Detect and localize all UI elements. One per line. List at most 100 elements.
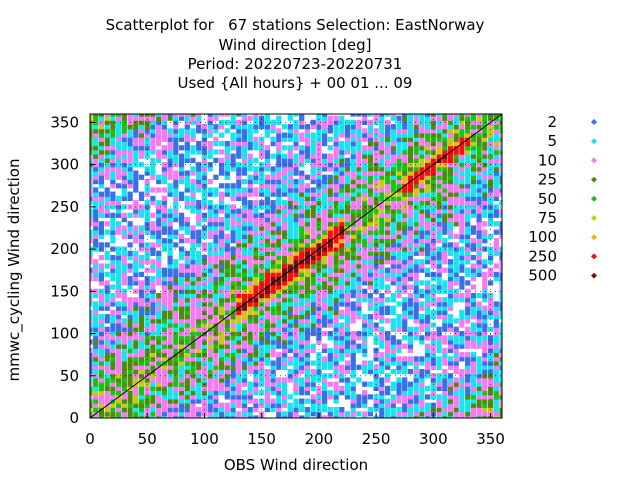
- density-cell: [127, 339, 133, 345]
- density-cell: [344, 145, 351, 151]
- density-cell: [90, 377, 93, 383]
- density-cell: [161, 132, 167, 138]
- density-cell: [470, 179, 476, 185]
- density-cell: [322, 263, 328, 269]
- density-cell: [390, 309, 396, 315]
- density-cell: [447, 297, 454, 303]
- density-cell: [196, 293, 202, 299]
- density-cell: [373, 288, 379, 294]
- density-cell: [436, 263, 442, 269]
- density-cell: [110, 115, 116, 121]
- density-cell: [390, 385, 396, 391]
- density-cell: [287, 356, 293, 362]
- density-cell: [442, 217, 448, 223]
- density-cell: [402, 390, 408, 396]
- density-cell: [465, 233, 471, 239]
- density-cell: [470, 191, 476, 197]
- density-cell: [156, 238, 162, 244]
- density-cell: [236, 246, 242, 252]
- density-cell: [356, 212, 362, 218]
- density-cell: [453, 369, 459, 375]
- density-cell: [259, 356, 265, 362]
- density-cell: [407, 153, 413, 159]
- density-cell: [453, 166, 459, 172]
- density-cell: [184, 200, 190, 206]
- density-cell: [138, 398, 145, 404]
- density-cell: [442, 360, 448, 366]
- density-cell: [327, 322, 333, 328]
- density-cell: [207, 360, 213, 366]
- density-cell: [241, 309, 248, 315]
- density-cell: [161, 246, 167, 252]
- density-cell: [207, 343, 213, 349]
- density-cell: [385, 233, 391, 239]
- density-cell: [482, 166, 488, 172]
- density-cell: [190, 356, 196, 362]
- density-cell: [385, 318, 391, 324]
- density-cell: [310, 331, 316, 337]
- density-cell: [344, 136, 351, 142]
- density-cell: [190, 369, 196, 375]
- density-cell: [150, 284, 156, 290]
- density-cell: [241, 179, 248, 185]
- density-cell: [367, 229, 373, 235]
- density-cell: [459, 187, 465, 193]
- density-cell: [425, 183, 431, 189]
- density-cell: [241, 229, 248, 235]
- density-cell: [184, 364, 190, 370]
- density-cell: [150, 187, 156, 193]
- density-cell: [138, 402, 145, 408]
- density-cell: [230, 288, 236, 294]
- density-cell: [190, 364, 196, 370]
- density-cell: [116, 356, 122, 362]
- density-cell: [196, 208, 202, 214]
- density-cell: [367, 305, 373, 311]
- density-cell: [379, 191, 385, 197]
- density-cell: [385, 149, 391, 155]
- density-cell: [493, 179, 499, 185]
- density-cell: [407, 221, 413, 227]
- density-cell: [276, 288, 282, 294]
- density-cell: [184, 415, 190, 418]
- density-cell: [430, 390, 436, 396]
- density-cell: [488, 305, 494, 311]
- density-cell: [133, 250, 139, 256]
- density-cell: [367, 394, 373, 400]
- density-cell: [219, 263, 225, 269]
- density-cell: [396, 271, 402, 277]
- density-cell: [356, 225, 362, 231]
- density-cell: [241, 170, 248, 176]
- density-cell: [90, 385, 93, 391]
- density-cell: [488, 314, 494, 320]
- density-cell: [413, 187, 419, 193]
- density-cell: [402, 360, 408, 366]
- density-cell: [362, 221, 368, 227]
- density-cell: [447, 343, 454, 349]
- density-cell: [447, 233, 454, 239]
- density-cell: [138, 271, 145, 277]
- density-cell: [413, 369, 419, 375]
- density-cell: [241, 157, 248, 163]
- density-cell: [121, 364, 127, 370]
- density-cell: [447, 225, 454, 231]
- density-cell: [110, 276, 116, 282]
- density-cell: [322, 200, 328, 206]
- density-cell: [407, 293, 413, 299]
- density-cell: [287, 339, 293, 345]
- density-cell: [344, 267, 351, 273]
- density-cell: [179, 280, 185, 286]
- density-cell: [327, 297, 333, 303]
- density-cell: [465, 149, 471, 155]
- density-cell: [493, 398, 499, 404]
- density-cell: [93, 402, 99, 408]
- density-cell: [425, 352, 431, 358]
- density-cell: [144, 322, 150, 328]
- density-cell: [98, 141, 104, 147]
- density-cell: [493, 212, 499, 218]
- density-cell: [350, 246, 356, 252]
- density-cell: [344, 183, 351, 189]
- density-cell: [230, 322, 236, 328]
- density-cell: [350, 149, 356, 155]
- density-cell: [402, 297, 408, 303]
- density-cell: [470, 204, 476, 210]
